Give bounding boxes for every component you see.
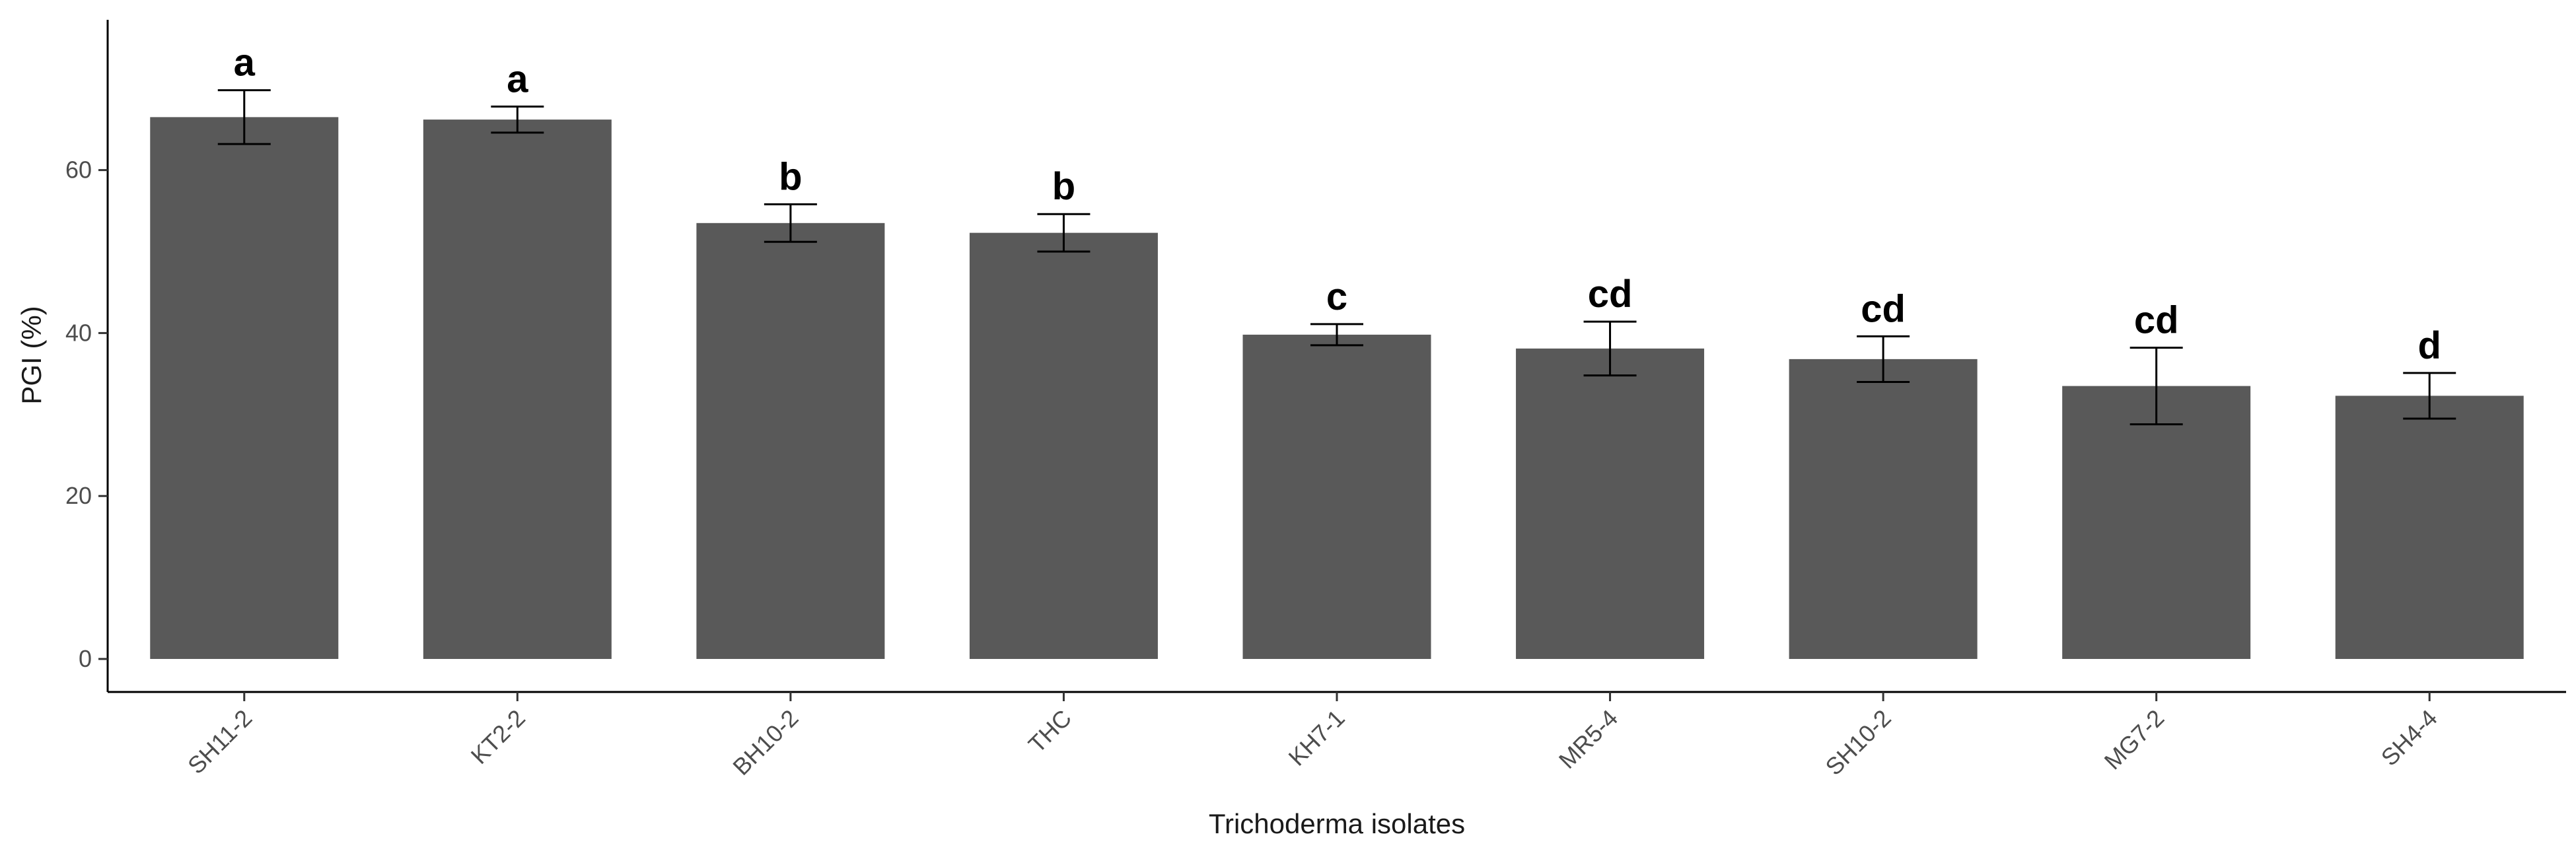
significance-labels-group: a a b b c cd cd cd d xyxy=(234,42,2441,367)
significance-label-kh7-1: c xyxy=(1326,275,1347,318)
x-ticks-group: SH11-2 KT2-2 BH10-2 THC KH7-1 MR5-4 SH10-2 MG7-… xyxy=(182,692,2443,780)
error-bar-mr5-4 xyxy=(1583,320,1637,377)
y-ticks-group: 0 20 40 60 xyxy=(65,156,108,672)
y-tick-label: 60 xyxy=(65,156,92,184)
x-tick-label: SH4-4 xyxy=(2376,705,2443,771)
significance-label-bh10-2: b xyxy=(779,155,802,198)
bar-sh11-2 xyxy=(150,117,339,659)
error-bar-sh4-4 xyxy=(2403,372,2456,420)
bar-bh10-2 xyxy=(696,223,885,659)
error-bar-sh11-2 xyxy=(217,89,271,145)
y-axis-title: PGI (%) xyxy=(16,306,47,404)
bars-group xyxy=(150,117,2524,660)
significance-label-mg7-2: cd xyxy=(2134,299,2179,342)
x-tick-label: MG7-2 xyxy=(2099,705,2170,775)
bar-kt2-2 xyxy=(423,120,612,660)
x-axis-title: Trichoderma isolates xyxy=(1209,808,1465,839)
bar-thc xyxy=(969,232,1158,659)
x-tick-label: SH10-2 xyxy=(1820,705,1896,780)
x-tick-label: KT2-2 xyxy=(466,705,530,769)
bar-sh10-2 xyxy=(1789,359,1978,659)
significance-label-thc: b xyxy=(1052,165,1075,208)
y-tick-label: 40 xyxy=(65,319,92,346)
error-bar-thc xyxy=(1037,213,1091,253)
x-tick-label: SH11-2 xyxy=(182,705,257,779)
significance-label-sh11-2: a xyxy=(234,42,256,85)
error-bar-kt2-2 xyxy=(491,105,544,134)
y-tick-label: 20 xyxy=(65,482,92,509)
error-bars-group xyxy=(217,89,2456,426)
bar-kh7-1 xyxy=(1242,334,1431,659)
error-bar-mg7-2 xyxy=(2129,347,2183,426)
x-tick-label: MR5-4 xyxy=(1554,705,1623,774)
x-tick-label: BH10-2 xyxy=(727,705,803,780)
significance-label-kt2-2: a xyxy=(507,57,528,100)
significance-label-mr5-4: cd xyxy=(1588,273,1633,316)
error-bar-sh10-2 xyxy=(1857,335,1910,383)
bar-mr5-4 xyxy=(1516,348,1705,659)
significance-label-sh4-4: d xyxy=(2418,324,2441,367)
x-tick-label: THC xyxy=(1023,705,1077,758)
significance-label-sh10-2: cd xyxy=(1861,287,1906,330)
error-bar-kh7-1 xyxy=(1310,323,1363,347)
y-tick-label: 0 xyxy=(79,645,92,672)
bar-sh4-4 xyxy=(2335,396,2524,659)
error-bar-bh10-2 xyxy=(764,203,817,243)
x-tick-label: KH7-1 xyxy=(1283,705,1350,771)
bar-mg7-2 xyxy=(2062,386,2251,659)
